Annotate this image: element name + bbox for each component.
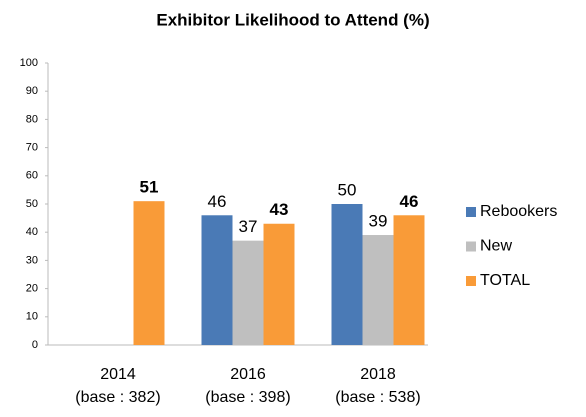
bar — [133, 201, 165, 345]
value-label: 39 — [369, 212, 388, 231]
legend-label: TOTAL — [480, 272, 530, 289]
y-tick-label: 0 — [32, 339, 38, 351]
value-label: 50 — [338, 180, 357, 199]
x-tick-label: 2016 — [230, 366, 266, 383]
value-label: 51 — [140, 178, 159, 197]
legend-swatch — [466, 276, 476, 286]
legend-swatch — [466, 207, 476, 217]
bar — [393, 215, 425, 345]
bar — [201, 215, 233, 345]
y-tick-label: 50 — [26, 198, 38, 210]
y-tick-label: 100 — [20, 57, 38, 69]
x-tick-sublabel: (base : 382) — [75, 389, 160, 406]
y-tick-label: 60 — [26, 170, 38, 182]
x-tick-sublabel: (base : 538) — [335, 389, 420, 406]
value-label: 46 — [400, 192, 419, 211]
bar — [362, 235, 394, 345]
x-tick-sublabel: (base : 398) — [205, 389, 290, 406]
bar — [263, 223, 295, 345]
value-label: 43 — [270, 200, 289, 219]
chart-title: Exhibitor Likelihood to Attend (%) — [156, 10, 429, 29]
y-tick-label: 30 — [26, 254, 38, 266]
x-tick-label: 2018 — [360, 366, 396, 383]
legend-label: New — [480, 238, 512, 255]
bar — [331, 204, 363, 345]
value-label: 46 — [208, 192, 227, 211]
legend-label: Rebookers — [480, 203, 557, 220]
y-tick-label: 90 — [26, 85, 38, 97]
x-tick-label: 2014 — [100, 366, 136, 383]
y-tick-label: 40 — [26, 226, 38, 238]
y-tick-label: 10 — [26, 311, 38, 323]
bar — [232, 240, 264, 345]
legend-swatch — [466, 241, 476, 252]
y-tick-label: 70 — [26, 142, 38, 154]
y-tick-label: 80 — [26, 113, 38, 125]
y-tick-label: 20 — [26, 283, 38, 295]
value-label: 37 — [239, 217, 258, 236]
